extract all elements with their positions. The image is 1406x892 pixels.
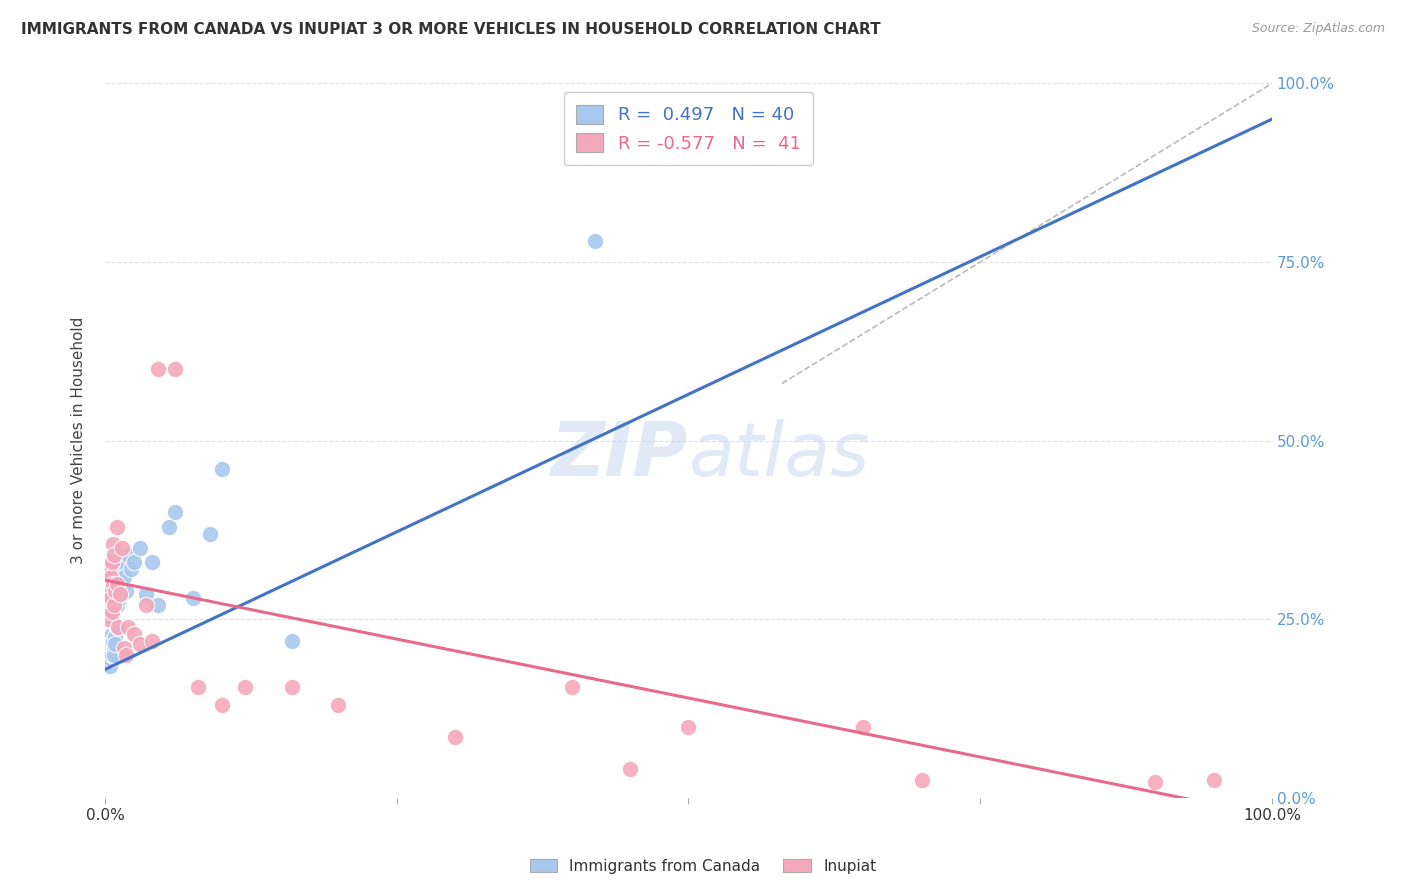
Point xyxy=(100,591,122,605)
Point xyxy=(101,612,124,626)
Point xyxy=(97,591,120,605)
Point xyxy=(105,598,128,612)
Point xyxy=(1144,775,1167,789)
Point xyxy=(96,651,118,665)
Point xyxy=(101,648,124,662)
Point xyxy=(101,633,124,648)
Point xyxy=(163,362,186,376)
Point xyxy=(328,698,350,713)
Point xyxy=(115,583,138,598)
Point xyxy=(583,234,606,248)
Y-axis label: 3 or more Vehicles in Household: 3 or more Vehicles in Household xyxy=(72,317,86,565)
Point xyxy=(678,720,700,734)
Point xyxy=(120,562,142,576)
Point xyxy=(105,519,128,533)
Point xyxy=(198,526,221,541)
Point xyxy=(98,658,121,673)
Point xyxy=(107,619,129,633)
Point xyxy=(129,541,152,555)
Point xyxy=(141,633,163,648)
Point xyxy=(115,648,138,662)
Point xyxy=(146,362,169,376)
Point xyxy=(111,587,134,601)
Legend: Immigrants from Canada, Inupiat: Immigrants from Canada, Inupiat xyxy=(523,853,883,880)
Legend: R =  0.497   N = 40, R = -0.577   N =  41: R = 0.497 N = 40, R = -0.577 N = 41 xyxy=(564,93,813,166)
Point xyxy=(107,576,129,591)
Point xyxy=(103,640,125,655)
Point xyxy=(181,591,204,605)
Text: ZIP: ZIP xyxy=(551,418,689,491)
Point xyxy=(211,462,233,476)
Point xyxy=(100,569,122,583)
Point xyxy=(211,698,233,713)
Point xyxy=(163,505,186,519)
Point xyxy=(135,598,157,612)
Point xyxy=(444,731,467,745)
Point xyxy=(111,555,134,569)
Point xyxy=(101,644,124,658)
Point xyxy=(112,640,135,655)
Point xyxy=(103,548,125,562)
Point xyxy=(104,637,127,651)
Point xyxy=(98,648,121,662)
Point xyxy=(108,569,131,583)
Point xyxy=(157,519,180,533)
Point xyxy=(103,648,125,662)
Point xyxy=(101,626,124,640)
Point xyxy=(103,598,125,612)
Point xyxy=(187,681,209,695)
Point xyxy=(100,637,122,651)
Point xyxy=(852,720,875,734)
Point xyxy=(100,633,122,648)
Point xyxy=(117,619,139,633)
Point xyxy=(101,555,124,569)
Point xyxy=(104,583,127,598)
Point xyxy=(100,651,122,665)
Point xyxy=(108,591,131,605)
Point xyxy=(233,681,256,695)
Point xyxy=(108,587,131,601)
Point xyxy=(97,612,120,626)
Point xyxy=(104,630,127,644)
Point xyxy=(1202,773,1225,788)
Point xyxy=(619,763,641,777)
Point xyxy=(105,619,128,633)
Text: Source: ZipAtlas.com: Source: ZipAtlas.com xyxy=(1251,22,1385,36)
Point xyxy=(98,583,121,598)
Point xyxy=(911,773,934,788)
Point xyxy=(561,681,583,695)
Text: atlas: atlas xyxy=(689,419,870,491)
Point xyxy=(101,605,124,619)
Text: IMMIGRANTS FROM CANADA VS INUPIAT 3 OR MORE VEHICLES IN HOUSEHOLD CORRELATION CH: IMMIGRANTS FROM CANADA VS INUPIAT 3 OR M… xyxy=(21,22,880,37)
Point xyxy=(129,637,152,651)
Point xyxy=(112,569,135,583)
Point xyxy=(97,640,120,655)
Point xyxy=(101,537,124,551)
Point xyxy=(122,626,145,640)
Point xyxy=(280,633,302,648)
Point xyxy=(111,541,134,555)
Point xyxy=(98,562,121,576)
Point xyxy=(117,548,139,562)
Point xyxy=(135,587,157,601)
Point xyxy=(141,555,163,569)
Point xyxy=(96,598,118,612)
Point xyxy=(105,576,128,591)
Point xyxy=(146,598,169,612)
Point xyxy=(101,576,124,591)
Point xyxy=(103,615,125,630)
Point xyxy=(122,555,145,569)
Point xyxy=(280,681,302,695)
